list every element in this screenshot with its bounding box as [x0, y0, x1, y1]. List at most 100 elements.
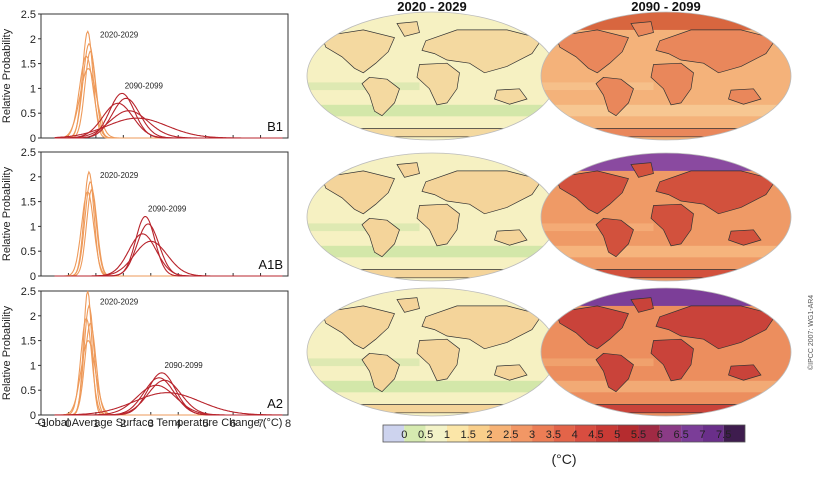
map-continent: [421, 170, 543, 215]
y-tick-label: 1: [30, 83, 36, 95]
colorbar-tick-label: 1: [444, 429, 450, 441]
map-continent: [595, 217, 634, 258]
colorbar-swatch: [489, 425, 511, 442]
y-tick-label: 1.5: [21, 197, 36, 209]
panel-a1b: 0 0.5 1 1.5 2 2.5 Relative Probability 2020-202…: [1, 147, 289, 283]
map-continent: [321, 305, 395, 350]
map-southern-band: [307, 104, 557, 117]
colorbar-swatch: [638, 425, 660, 442]
map-continent: [325, 128, 539, 138]
y-tick-label: 2: [30, 172, 36, 184]
map-arctic-band: [541, 288, 791, 306]
map-continent: [559, 128, 773, 138]
map-continent: [396, 21, 420, 37]
x-tick-label: 7: [257, 418, 263, 430]
colorbar: 0 0.5 1 1.5 2 2.5 3 3.5 4 4.5 5 5.5 6 6.5 7 7.5 (°C): [382, 424, 746, 467]
colorbar-tick-label: 5: [614, 429, 620, 441]
map-southern-band: [541, 380, 791, 393]
map-a2-late: [540, 287, 792, 417]
map-continent: [630, 21, 654, 37]
map-continent: [396, 297, 420, 313]
y-tick-label: 0.5: [21, 108, 36, 120]
credit-text: ©IPCC 2007: WG1-AR4: [807, 295, 815, 370]
map-southern-band: [541, 104, 791, 117]
map-continent: [650, 203, 694, 247]
x-tick-label: 6: [230, 418, 236, 430]
colorbar-tick-label: 3.5: [546, 429, 561, 441]
map-continent: [728, 364, 762, 381]
map-continent: [728, 88, 762, 105]
map-continent: [650, 338, 694, 382]
map-continent: [416, 62, 460, 106]
y-tick-label: 2: [30, 34, 36, 46]
map-continent: [559, 404, 773, 414]
map-continent: [321, 170, 395, 215]
period-label-2020: 2020-2029: [100, 171, 139, 180]
x-tick-label: 4: [175, 418, 181, 430]
period-label-2090: 2090-2099: [165, 361, 204, 370]
x-tick-label: 2: [120, 418, 126, 430]
y-tick-label: 2.5: [21, 286, 36, 298]
colorbar-tick-label: 2: [486, 429, 492, 441]
colorbar-tick-label: 4.5: [588, 429, 603, 441]
colorbar-swatch: [681, 425, 703, 442]
map-column-label-early: 2020 - 2029: [397, 0, 466, 14]
x-tick-label: 3: [148, 418, 154, 430]
colorbar-frame: [382, 424, 746, 443]
colorbar-tick-label: 0.5: [418, 429, 433, 441]
colorbar-swatch: [468, 425, 490, 442]
x-axis-label: Global Average Surface Temperature Chang…: [38, 417, 283, 429]
map-southern-band: [307, 245, 557, 258]
map-continent: [595, 76, 634, 117]
map-outline: [540, 152, 792, 282]
y-tick-label: 2: [30, 311, 36, 323]
y-tick-label: 0.5: [21, 246, 36, 258]
colorbar-swatch: [532, 425, 554, 442]
colorbar-tick-label: 6.5: [673, 429, 688, 441]
panel-frame: [40, 290, 289, 416]
y-axis-label: Relative Probability: [1, 28, 13, 123]
map-arctic-band: [541, 153, 791, 171]
colorbar-swatch: [425, 425, 447, 442]
map-continent: [650, 62, 694, 106]
pdf-curve-2090: [54, 384, 283, 416]
period-label-2020: 2020-2029: [100, 30, 139, 39]
map-continent: [559, 269, 773, 279]
scenario-label: B1: [267, 119, 283, 134]
map-southern-band: [307, 380, 557, 393]
colorbar-tick-label: 1.5: [461, 429, 476, 441]
pdf-curve-2090: [54, 392, 283, 416]
y-tick-label: 1: [30, 360, 36, 372]
colorbar-swatch: [595, 425, 618, 442]
probability-panels: 0 0.5 1 1.5 2 2.5 Relative Probability 2020-202…: [1, 9, 291, 430]
colorbar-tick-label: 3: [529, 429, 535, 441]
x-tick-label: −1: [35, 418, 48, 430]
y-tick-label: 0.5: [21, 385, 36, 397]
map-continent: [361, 352, 400, 393]
map-b1-late: [540, 11, 792, 141]
map-continent: [421, 29, 543, 74]
colorbar-tick-label: 0: [401, 429, 407, 441]
colorbar-swatch: [723, 425, 745, 442]
scenario-label: A2: [267, 396, 283, 411]
map-continent: [361, 217, 400, 258]
map-continent: [416, 338, 460, 382]
colorbar-swatch: [702, 425, 724, 442]
temperature-maps: 2020 - 2029 2090 - 2099: [306, 0, 792, 417]
y-tick-label: 0: [30, 133, 36, 145]
map-continent: [555, 170, 629, 215]
map-column-label-late: 2090 - 2099: [631, 0, 700, 14]
map-b1-early: [306, 11, 558, 141]
colorbar-swatch: [574, 425, 596, 442]
scenario-label: A1B: [258, 257, 283, 272]
pdf-curve-2090: [54, 117, 283, 139]
map-outline: [540, 11, 792, 141]
map-a2-early: [306, 287, 558, 417]
map-continent: [421, 305, 543, 350]
map-continent: [325, 269, 539, 279]
y-tick-label: 0: [30, 271, 36, 283]
y-tick-label: 2.5: [21, 9, 36, 21]
x-tick-label: 1: [93, 418, 99, 430]
y-axis-label: Relative Probability: [1, 166, 13, 261]
